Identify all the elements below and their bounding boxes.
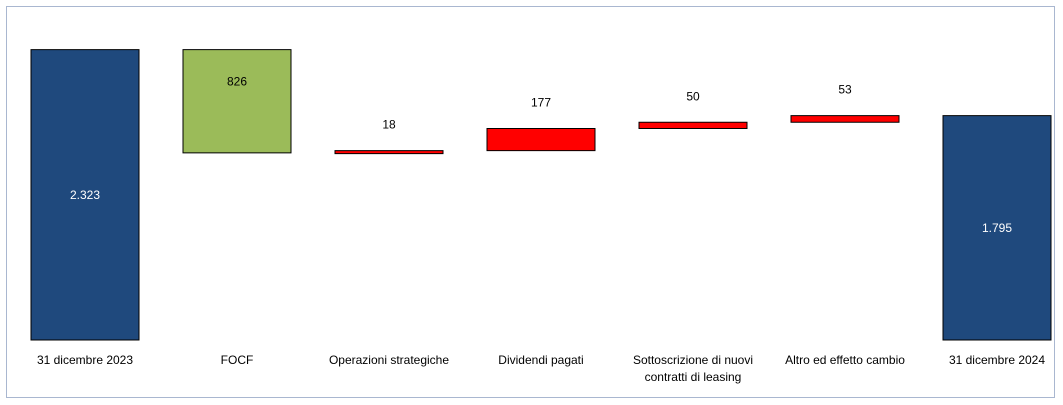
bar-focf — [182, 49, 292, 154]
bar-operazioni-strategiche — [334, 150, 444, 155]
value-label-dividendi-pagati: 177 — [531, 96, 551, 110]
value-label-31-dicembre-2023: 2.323 — [70, 188, 100, 202]
category-label-31-dicembre-2024: 31 dicembre 2024 — [949, 353, 1045, 367]
category-label-altro-ed-effetto-cambio: Altro ed effetto cambio — [785, 353, 905, 367]
chart-frame — [6, 6, 1055, 398]
value-label-operazioni-strategiche: 18 — [382, 118, 396, 132]
value-label-sottoscrizione-di-nuovi-contratti-di-leasing: 50 — [686, 89, 700, 103]
value-label-31-dicembre-2024: 1.795 — [982, 221, 1012, 235]
category-label-31-dicembre-2023: 31 dicembre 2023 — [37, 353, 133, 367]
category-label-sottoscrizione-di-nuovi-contratti-di-leasing: Sottoscrizione di nuovi contratti di leas… — [633, 353, 753, 384]
bar-31-dicembre-2023 — [30, 49, 140, 341]
bar-sottoscrizione-di-nuovi-contratti-di-leasing — [638, 121, 748, 129]
value-label-altro-ed-effetto-cambio: 53 — [838, 83, 852, 97]
bar-altro-ed-effetto-cambio — [790, 115, 900, 123]
category-label-focf: FOCF — [221, 353, 254, 367]
bar-dividendi-pagati — [486, 128, 596, 152]
bar-31-dicembre-2024 — [942, 115, 1052, 341]
value-label-focf: 826 — [227, 75, 247, 89]
category-label-dividendi-pagati: Dividendi pagati — [498, 353, 583, 367]
category-label-operazioni-strategiche: Operazioni strategiche — [329, 353, 449, 367]
